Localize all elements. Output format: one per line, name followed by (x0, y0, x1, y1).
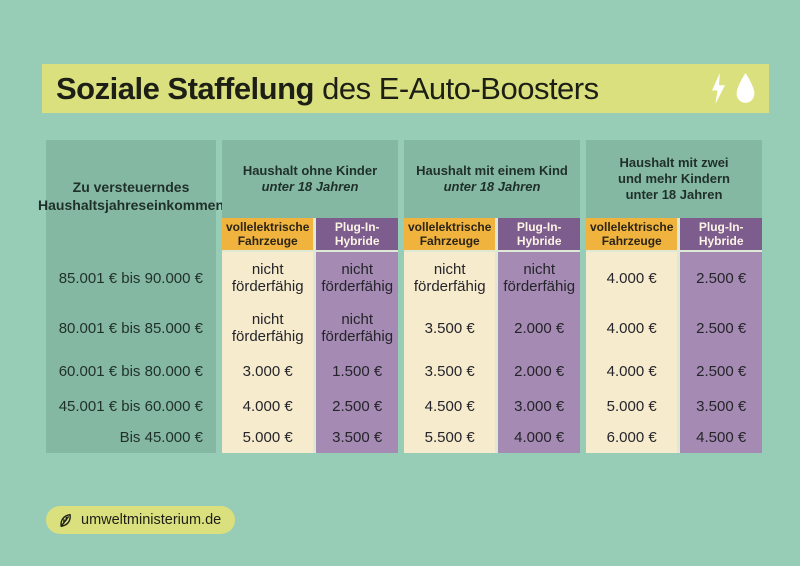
droplet-icon (734, 73, 757, 104)
value-cell: 2.000 € (514, 362, 565, 380)
income-row-label: 60.001 € bis 80.000 € (58, 362, 203, 380)
column-ev-values: 4.000 € 4.000 € 4.000 € 5.000 € 6.000 € (586, 252, 678, 453)
subheader-ev: vollelektrische Fahrzeuge (404, 218, 496, 250)
value-cell: 5.000 € (606, 397, 657, 415)
subheader-phev: Plug-In-Hybride (680, 218, 762, 250)
group-header-line1: Haushalt ohne Kinder (242, 163, 378, 178)
group-body: vollelektrische Fahrzeuge Plug-In-Hybrid… (404, 218, 580, 453)
lightning-icon (707, 73, 730, 104)
page-title-rest: des E-Auto-Boosters (313, 70, 599, 106)
group-header-zwei-mehr-kinder: Haushalt mit zwei und mehr Kindern unter… (586, 140, 762, 218)
title-icons (707, 73, 757, 104)
group-ein-kind: Haushalt mit einem Kind unter 18 Jahren … (404, 140, 580, 453)
subheader-ev: vollelektrische Fahrzeuge (222, 218, 314, 250)
source-link-label[interactable]: umweltministerium.de (81, 512, 222, 528)
value-cell: nicht förderfähig (321, 311, 394, 345)
value-cell: 4.000 € (606, 362, 657, 380)
group-header-line1: Haushalt mit zwei und mehr Kindern (618, 155, 730, 186)
column-ev-values: nicht förderfähig 3.500 € 3.500 € 4.500 … (404, 252, 496, 453)
subheader-phev: Plug-In-Hybride (498, 218, 580, 250)
source-link-pill[interactable]: umweltministerium.de (46, 506, 236, 534)
income-row-label: 85.001 € bis 90.000 € (58, 269, 203, 287)
group-header-line1: Haushalt mit einem Kind (416, 163, 568, 178)
value-cell: nicht förderfähig (231, 311, 304, 345)
value-cell: 4.000 € (514, 429, 565, 446)
page-title-highlight: Soziale Staffelung (56, 70, 314, 106)
column-phev-values: 2.500 € 2.500 € 2.500 € 3.500 € 4.500 € (680, 252, 762, 453)
value-cell: 3.500 € (424, 362, 475, 380)
column-phev-values: nicht förderfähig nicht förderfähig 1.50… (316, 252, 398, 453)
value-cell: 5.500 € (424, 429, 475, 446)
value-cell: 3.500 € (424, 319, 475, 337)
value-cell: 3.000 € (514, 397, 565, 415)
group-header-line2: unter 18 Jahren (443, 179, 541, 194)
title-bar: Soziale Staffelung des E-Auto-Boosters (42, 64, 769, 113)
value-cell: 2.500 € (696, 269, 747, 287)
group-zwei-mehr-kinder: Haushalt mit zwei und mehr Kindern unter… (586, 140, 762, 453)
income-column: Zu versteuerndes Haushaltsjahreseinkomme… (38, 140, 224, 453)
income-column-header: Zu versteuerndes Haushaltsjahreseinkomme… (38, 179, 224, 213)
value-cell: nicht förderfähig (231, 261, 304, 295)
income-row-label: Bis 45.000 € (119, 429, 203, 446)
value-cell: 3.500 € (332, 429, 383, 446)
value-cell: 2.500 € (696, 319, 747, 337)
income-row-labels: 85.001 € bis 90.000 € 80.001 € bis 85.00… (46, 252, 216, 453)
subheader-phev: Plug-In-Hybride (316, 218, 398, 250)
subheader-ev: vollelektrische Fahrzeuge (586, 218, 678, 250)
group-body: vollelektrische Fahrzeuge Plug-In-Hybrid… (222, 218, 398, 453)
value-cell: nicht förderfähig (503, 261, 576, 295)
income-row-label: 45.001 € bis 60.000 € (58, 397, 203, 415)
value-cell: 4.500 € (424, 397, 475, 415)
value-cell: 4.000 € (606, 269, 657, 287)
subsidy-table: Zu versteuerndes Haushaltsjahreseinkomme… (38, 140, 762, 453)
group-header-line2: unter 18 Jahren (261, 179, 359, 194)
value-cell: 3.500 € (696, 397, 747, 415)
value-cell: 6.000 € (606, 429, 657, 446)
value-cell: 4.000 € (606, 319, 657, 337)
value-cell: 3.000 € (242, 362, 293, 380)
group-header-ohne-kinder: Haushalt ohne Kinder unter 18 Jahren (222, 140, 398, 218)
income-row-label: 80.001 € bis 85.000 € (58, 319, 203, 337)
value-cell: 5.000 € (242, 429, 293, 446)
column-ev-values: nicht förderfähig nicht förderfähig 3.00… (222, 252, 314, 453)
group-header-line2: unter 18 Jahren (625, 187, 723, 202)
page-title: Soziale Staffelung des E-Auto-Boosters (56, 71, 599, 107)
value-cell: 2.500 € (696, 362, 747, 380)
value-cell: nicht förderfähig (321, 261, 394, 295)
leaf-icon (57, 512, 74, 529)
value-cell: 2.000 € (514, 319, 565, 337)
group-body: vollelektrische Fahrzeuge Plug-In-Hybrid… (586, 218, 762, 453)
group-ohne-kinder: Haushalt ohne Kinder unter 18 Jahren vol… (222, 140, 398, 453)
value-cell: 4.000 € (242, 397, 293, 415)
group-header-ein-kind: Haushalt mit einem Kind unter 18 Jahren (404, 140, 580, 218)
column-phev-values: nicht förderfähig 2.000 € 2.000 € 3.000 … (498, 252, 580, 453)
value-cell: 4.500 € (696, 429, 747, 446)
value-cell: 2.500 € (332, 397, 383, 415)
value-cell: 1.500 € (332, 362, 383, 380)
value-cell: nicht förderfähig (413, 261, 486, 295)
